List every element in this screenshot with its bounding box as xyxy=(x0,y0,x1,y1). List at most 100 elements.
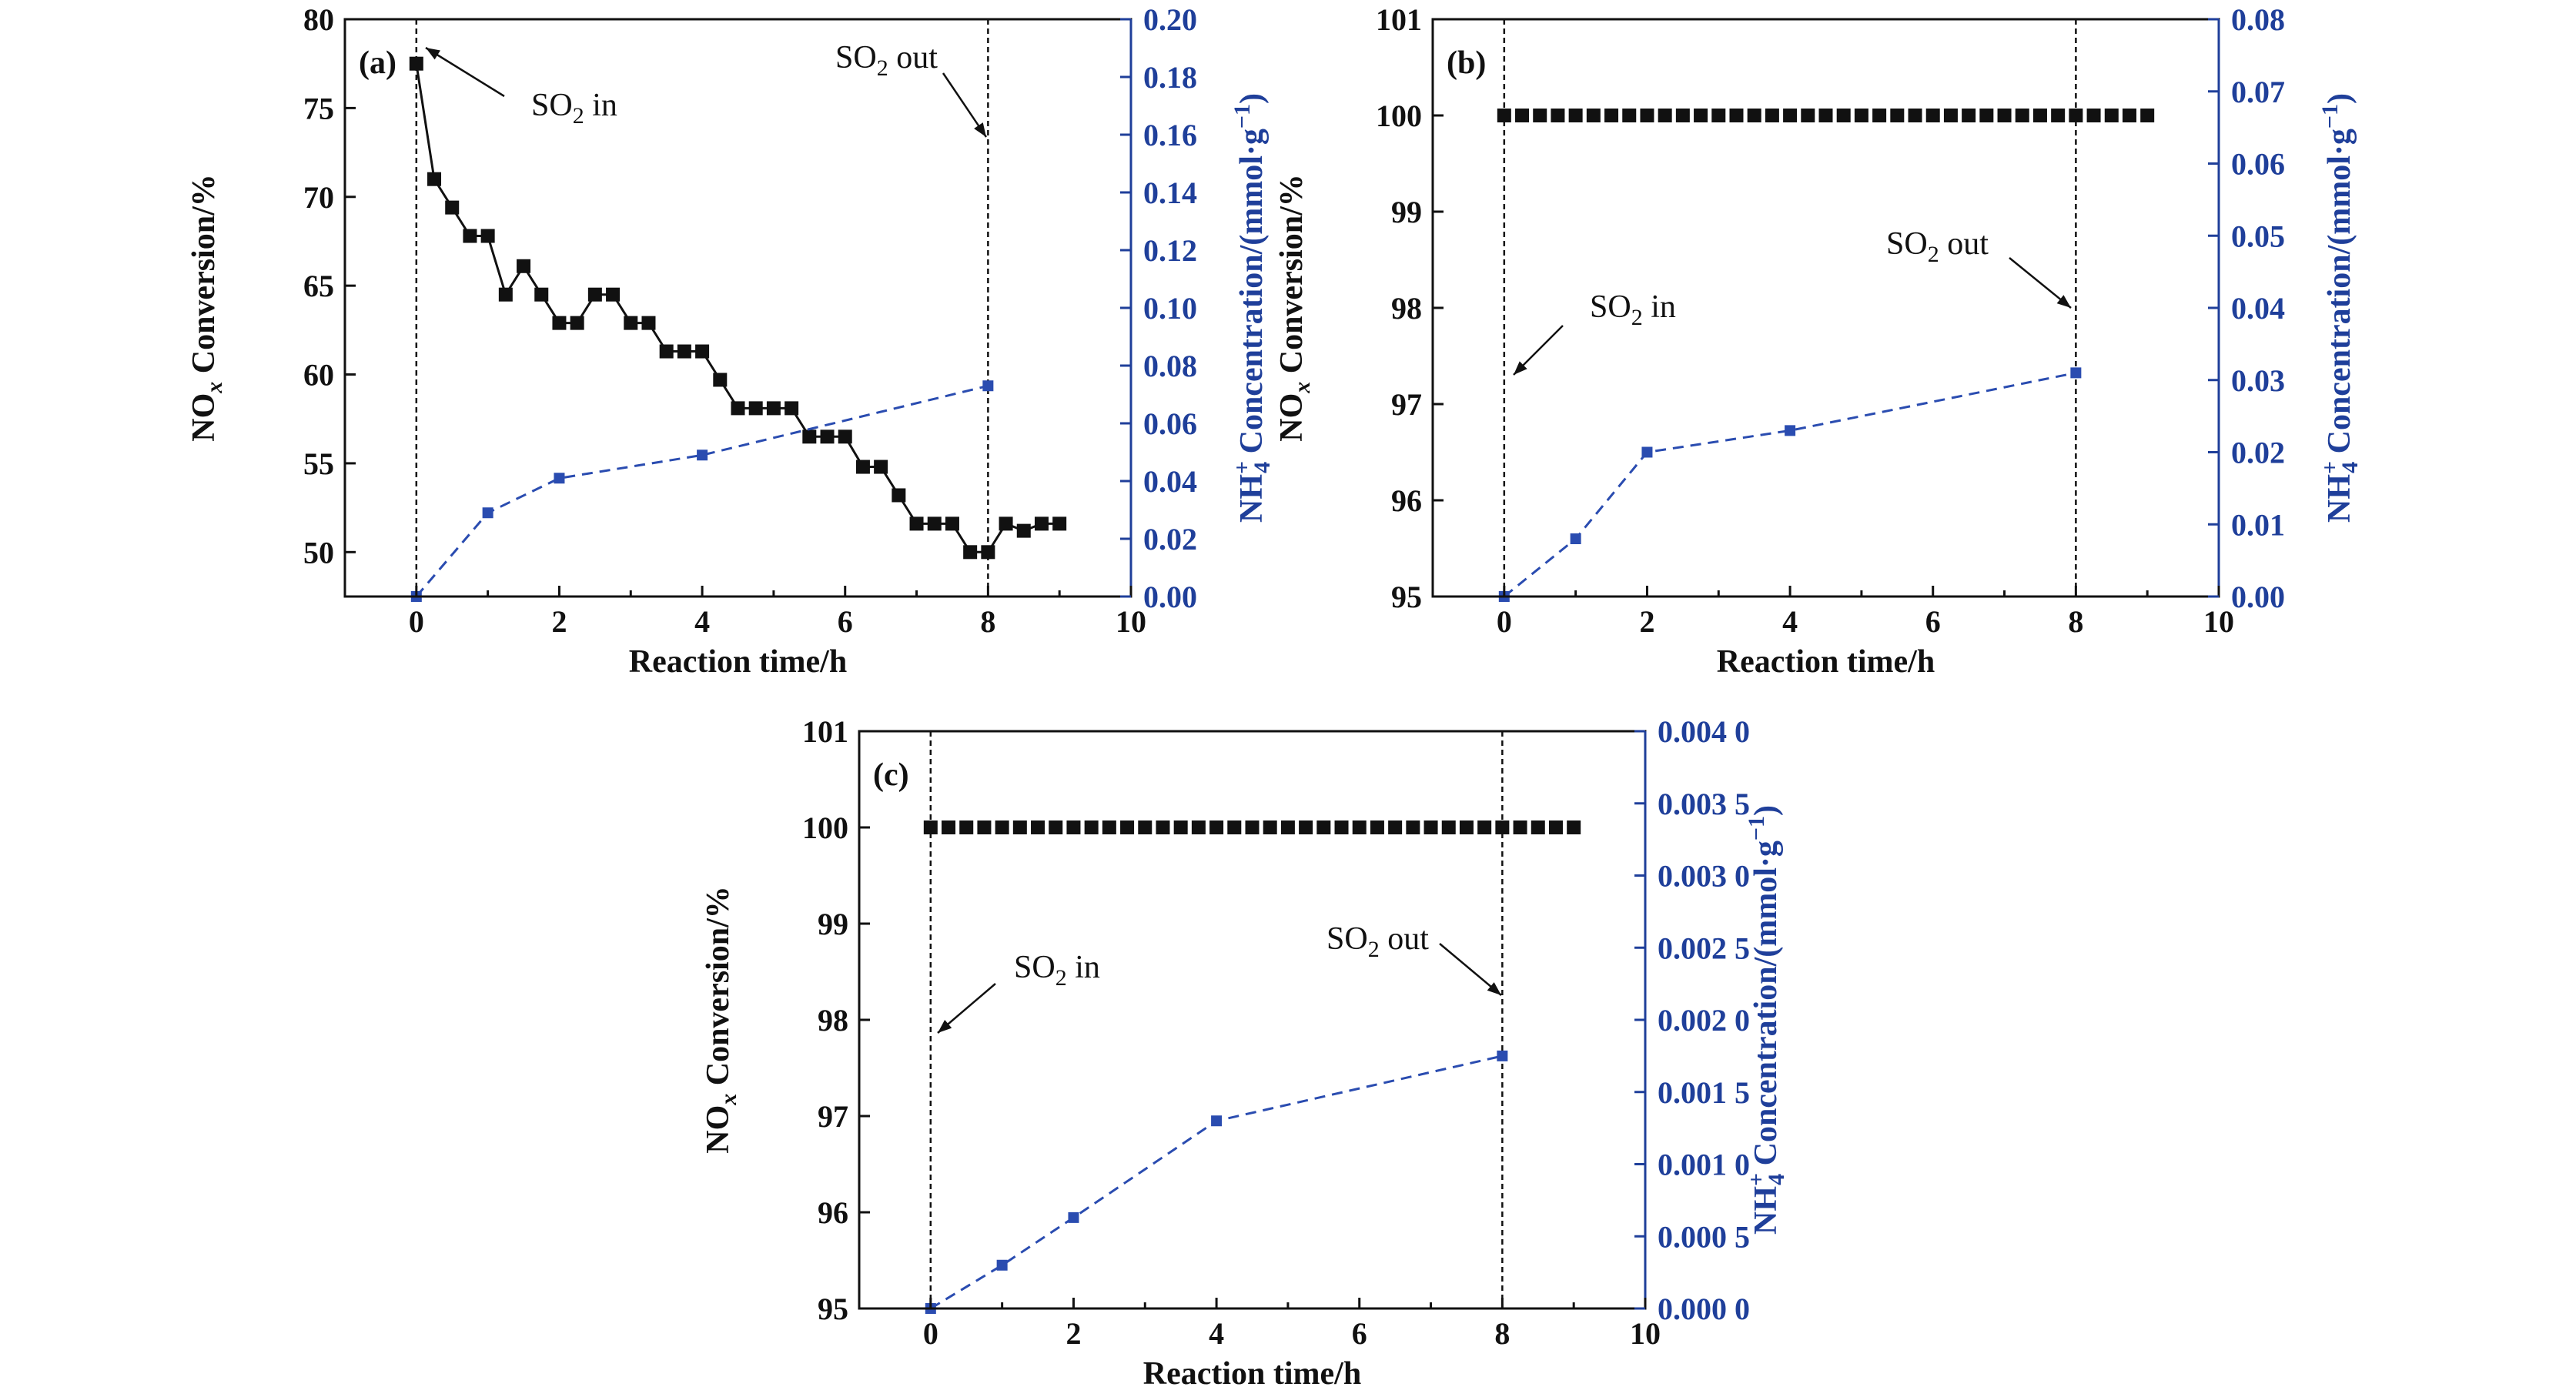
y2-tick-label: 0.001 5 xyxy=(1658,1075,1750,1110)
x-tick-label: 4 xyxy=(1209,1316,1224,1351)
y2-axis-label-close: ) xyxy=(2322,93,2357,104)
y2-axis-label-sub: 4 xyxy=(1250,462,1275,473)
y2-axis-label-close: ) xyxy=(1234,93,1270,104)
nh4-data-point xyxy=(996,1259,1008,1271)
nox-data-point xyxy=(802,429,817,444)
nox-data-point xyxy=(445,200,460,215)
x-tick-label: 6 xyxy=(838,604,853,639)
panel-label: (b) xyxy=(1447,45,1486,81)
x-axis-label: Reaction time/h xyxy=(1717,644,1935,680)
annotation-main: SO xyxy=(835,40,877,75)
x-tick-label: 2 xyxy=(551,604,567,639)
annotation-arrow xyxy=(425,46,505,98)
y-axis-label: NOx Conversion/% xyxy=(701,886,741,1154)
plot-frame xyxy=(343,18,1132,598)
nox-data-point xyxy=(1031,820,1045,834)
y2-tick-label: 0.10 xyxy=(1143,291,1197,326)
y-tick-label: 100 xyxy=(1376,99,1422,133)
x-tick-label: 6 xyxy=(1925,604,1941,639)
x-tick-label: 2 xyxy=(1639,604,1654,639)
nox-data-point xyxy=(463,229,477,243)
nox-data-point xyxy=(1658,109,1672,122)
y-axis-label-main: NO xyxy=(701,1105,736,1154)
panel-label: (a) xyxy=(359,45,396,81)
y2-tick-label: 0.003 5 xyxy=(1658,787,1750,821)
nox-data-point xyxy=(1551,109,1565,122)
y-tick-label: 98 xyxy=(1391,291,1422,326)
y-tick-label: 96 xyxy=(818,1195,848,1230)
nox-data-point xyxy=(1640,109,1654,122)
annotation-tail: in xyxy=(1643,289,1676,325)
annotation-arrowhead xyxy=(1487,982,1501,995)
nh4-data-point xyxy=(1211,1115,1223,1127)
x-tick-label: 4 xyxy=(1782,604,1798,639)
x-tick-label: 2 xyxy=(1066,1316,1081,1351)
y2-tick-label: 0.03 xyxy=(2231,363,2285,398)
nox-data-point xyxy=(942,820,956,834)
y2-axis-label-tail: Concentration/(mmol·g xyxy=(1748,841,1784,1174)
nox-data-point xyxy=(909,516,924,531)
nox-data-point xyxy=(427,172,442,186)
nh4-data-point xyxy=(2070,367,2082,379)
x-tick-label: 10 xyxy=(1630,1316,1661,1351)
nox-data-point xyxy=(1388,820,1403,834)
nh4-concentration-line xyxy=(415,384,989,597)
nox-data-point xyxy=(1783,109,1798,122)
nox-data-point xyxy=(1245,820,1260,834)
panel-label: (c) xyxy=(873,757,909,793)
nox-data-point xyxy=(1497,109,1511,122)
nox-data-point xyxy=(874,460,888,474)
y-tick-label: 99 xyxy=(1391,195,1422,229)
y2-tick-label: 0.000 0 xyxy=(1658,1292,1750,1326)
nox-data-point xyxy=(1943,109,1958,122)
nh4-data-point xyxy=(1068,1212,1079,1223)
nox-data-point xyxy=(1156,820,1170,834)
nox-data-point xyxy=(1034,516,1049,531)
annotation-label: SO2 out xyxy=(1326,921,1429,962)
nox-data-point xyxy=(1729,109,1744,122)
nox-data-point xyxy=(838,429,852,444)
y-tick-label: 101 xyxy=(802,714,848,749)
y2-axis-label-tail-sup: −1 xyxy=(2317,104,2343,129)
annotation-tail: in xyxy=(1067,950,1100,985)
nox-data-point xyxy=(785,401,799,416)
annotation-arrowhead xyxy=(938,1019,952,1033)
annotation-label: SO2 out xyxy=(1886,226,1989,267)
nox-data-point xyxy=(1280,820,1295,834)
nh4-data-point xyxy=(482,507,493,519)
nox-data-point xyxy=(1477,820,1492,834)
nox-data-point xyxy=(641,316,656,330)
y-tick-label: 98 xyxy=(818,1003,848,1038)
nox-data-point xyxy=(855,460,870,474)
annotation-main: SO xyxy=(1590,289,1631,325)
y2-axis-label-sub: 4 xyxy=(1764,1174,1789,1185)
nh4-concentration-line xyxy=(930,1054,1503,1310)
nox-data-point xyxy=(1370,820,1384,834)
x-tick-label: 8 xyxy=(980,604,995,639)
x-tick-label: 4 xyxy=(694,604,710,639)
annotation-arrowhead xyxy=(426,48,440,60)
nox-data-point xyxy=(1012,820,1027,834)
y2-axis-label: NH+4 Concentration/(mmol·g−1) xyxy=(1229,93,1275,523)
nox-data-point xyxy=(1016,523,1031,538)
nox-data-point xyxy=(1531,820,1545,834)
nox-data-point xyxy=(923,820,938,834)
nox-data-point xyxy=(1890,109,1905,122)
annotation-main: SO xyxy=(1326,921,1368,957)
y2-tick-label: 0.18 xyxy=(1143,60,1197,95)
annotation-arrowhead xyxy=(974,122,986,137)
y2-tick-label: 0.08 xyxy=(2231,2,2285,37)
y2-tick-label: 0.001 0 xyxy=(1658,1148,1750,1182)
x-tick-label: 8 xyxy=(1494,1316,1510,1351)
nox-data-point xyxy=(995,820,1009,834)
nox-data-point xyxy=(963,545,978,560)
nox-data-point xyxy=(1459,820,1474,834)
nox-data-point xyxy=(748,401,763,416)
nox-data-point xyxy=(1406,820,1420,834)
x-axis-label: Reaction time/h xyxy=(629,644,847,680)
y-axis-label-main: NO xyxy=(186,393,222,442)
nox-data-point xyxy=(1711,109,1726,122)
annotation-tail: out xyxy=(1380,921,1430,957)
nox-data-point xyxy=(1854,109,1868,122)
